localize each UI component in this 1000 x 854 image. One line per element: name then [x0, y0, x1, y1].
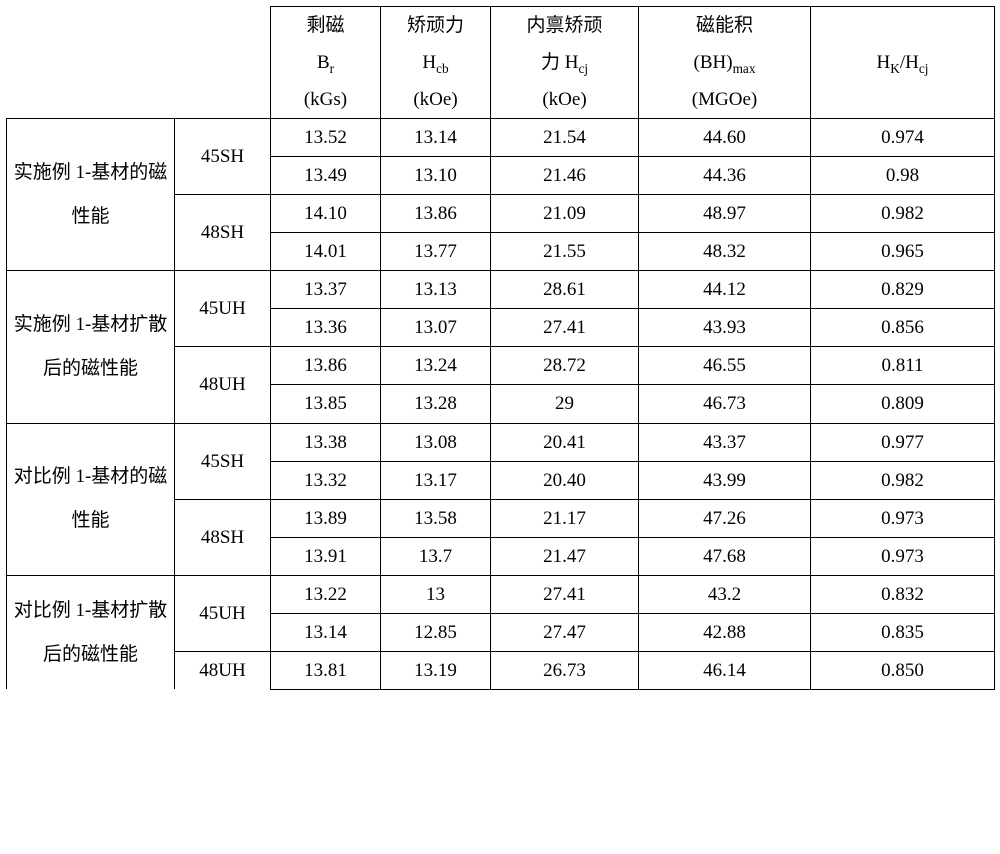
value-cell: 27.47 — [491, 613, 639, 651]
value-cell: 20.40 — [491, 461, 639, 499]
subgroup-label: 45SH — [175, 423, 271, 499]
value-cell: 13.86 — [271, 347, 381, 385]
col-header-hkhcj: HK/Hcj — [811, 7, 995, 119]
value-cell: 0.850 — [811, 651, 995, 689]
value-cell: 21.54 — [491, 119, 639, 157]
value-cell: 21.55 — [491, 233, 639, 271]
value-cell: 13.37 — [271, 271, 381, 309]
subgroup-label: 48SH — [175, 195, 271, 271]
value-cell: 13 — [381, 575, 491, 613]
value-cell: 13.10 — [381, 157, 491, 195]
value-cell: 43.99 — [639, 461, 811, 499]
value-cell: 13.13 — [381, 271, 491, 309]
value-cell: 0.973 — [811, 537, 995, 575]
header-row: 剩磁 Br (kGs) 矫顽力 Hcb (kOe) 内禀矫顽 力 Hcj (kO… — [7, 7, 995, 119]
value-cell: 13.24 — [381, 347, 491, 385]
value-cell: 44.60 — [639, 119, 811, 157]
table-row: 对比例 1-基材的磁性能45SH13.3813.0820.4143.370.97… — [7, 423, 995, 461]
value-cell: 46.55 — [639, 347, 811, 385]
value-cell: 47.26 — [639, 499, 811, 537]
value-cell: 48.97 — [639, 195, 811, 233]
magnet-properties-table: 剩磁 Br (kGs) 矫顽力 Hcb (kOe) 内禀矫顽 力 Hcj (kO… — [6, 6, 995, 690]
subgroup-label: 48UH — [175, 651, 271, 689]
value-cell: 0.982 — [811, 461, 995, 499]
value-cell: 44.12 — [639, 271, 811, 309]
value-cell: 0.974 — [811, 119, 995, 157]
value-cell: 13.89 — [271, 499, 381, 537]
value-cell: 13.77 — [381, 233, 491, 271]
value-cell: 26.73 — [491, 651, 639, 689]
value-cell: 43.2 — [639, 575, 811, 613]
value-cell: 13.08 — [381, 423, 491, 461]
value-cell: 46.14 — [639, 651, 811, 689]
value-cell: 0.856 — [811, 309, 995, 347]
value-cell: 29 — [491, 385, 639, 423]
value-cell: 0.811 — [811, 347, 995, 385]
value-cell: 13.19 — [381, 651, 491, 689]
value-cell: 0.832 — [811, 575, 995, 613]
value-cell: 12.85 — [381, 613, 491, 651]
table-row: 实施例 1-基材扩散后的磁性能45UH13.3713.1328.6144.120… — [7, 271, 995, 309]
value-cell: 13.49 — [271, 157, 381, 195]
col-header-br: 剩磁 Br (kGs) — [271, 7, 381, 119]
value-cell: 13.28 — [381, 385, 491, 423]
value-cell: 13.7 — [381, 537, 491, 575]
value-cell: 13.38 — [271, 423, 381, 461]
value-cell: 43.37 — [639, 423, 811, 461]
value-cell: 27.41 — [491, 309, 639, 347]
value-cell: 13.07 — [381, 309, 491, 347]
value-cell: 0.829 — [811, 271, 995, 309]
value-cell: 13.17 — [381, 461, 491, 499]
table-row: 实施例 1-基材的磁性能45SH13.5213.1421.5444.600.97… — [7, 119, 995, 157]
value-cell: 14.10 — [271, 195, 381, 233]
subgroup-label: 48SH — [175, 499, 271, 575]
value-cell: 0.982 — [811, 195, 995, 233]
value-cell: 20.41 — [491, 423, 639, 461]
value-cell: 21.17 — [491, 499, 639, 537]
value-cell: 13.86 — [381, 195, 491, 233]
value-cell: 48.32 — [639, 233, 811, 271]
value-cell: 13.14 — [271, 613, 381, 651]
value-cell: 0.973 — [811, 499, 995, 537]
group-label: 实施例 1-基材扩散后的磁性能 — [7, 271, 175, 423]
value-cell: 27.41 — [491, 575, 639, 613]
header-blank — [7, 7, 271, 119]
group-label: 实施例 1-基材的磁性能 — [7, 119, 175, 271]
value-cell: 43.93 — [639, 309, 811, 347]
col-header-hcb: 矫顽力 Hcb (kOe) — [381, 7, 491, 119]
value-cell: 21.47 — [491, 537, 639, 575]
value-cell: 14.01 — [271, 233, 381, 271]
value-cell: 28.72 — [491, 347, 639, 385]
value-cell: 13.81 — [271, 651, 381, 689]
value-cell: 46.73 — [639, 385, 811, 423]
col-header-hcj: 内禀矫顽 力 Hcj (kOe) — [491, 7, 639, 119]
value-cell: 0.965 — [811, 233, 995, 271]
value-cell: 0.835 — [811, 613, 995, 651]
value-cell: 0.98 — [811, 157, 995, 195]
col-header-bhmax: 磁能积 (BH)max (MGOe) — [639, 7, 811, 119]
table-row: 对比例 1-基材扩散后的磁性能45UH13.221327.4143.20.832 — [7, 575, 995, 613]
value-cell: 21.46 — [491, 157, 639, 195]
subgroup-label: 48UH — [175, 347, 271, 423]
value-cell: 13.14 — [381, 119, 491, 157]
value-cell: 13.91 — [271, 537, 381, 575]
subgroup-label: 45UH — [175, 575, 271, 651]
value-cell: 42.88 — [639, 613, 811, 651]
group-label: 对比例 1-基材扩散后的磁性能 — [7, 575, 175, 689]
value-cell: 13.36 — [271, 309, 381, 347]
value-cell: 0.809 — [811, 385, 995, 423]
value-cell: 13.52 — [271, 119, 381, 157]
value-cell: 21.09 — [491, 195, 639, 233]
subgroup-label: 45UH — [175, 271, 271, 347]
value-cell: 13.22 — [271, 575, 381, 613]
value-cell: 13.85 — [271, 385, 381, 423]
value-cell: 13.58 — [381, 499, 491, 537]
subgroup-label: 45SH — [175, 119, 271, 195]
group-label: 对比例 1-基材的磁性能 — [7, 423, 175, 575]
value-cell: 13.32 — [271, 461, 381, 499]
value-cell: 44.36 — [639, 157, 811, 195]
value-cell: 28.61 — [491, 271, 639, 309]
value-cell: 47.68 — [639, 537, 811, 575]
value-cell: 0.977 — [811, 423, 995, 461]
